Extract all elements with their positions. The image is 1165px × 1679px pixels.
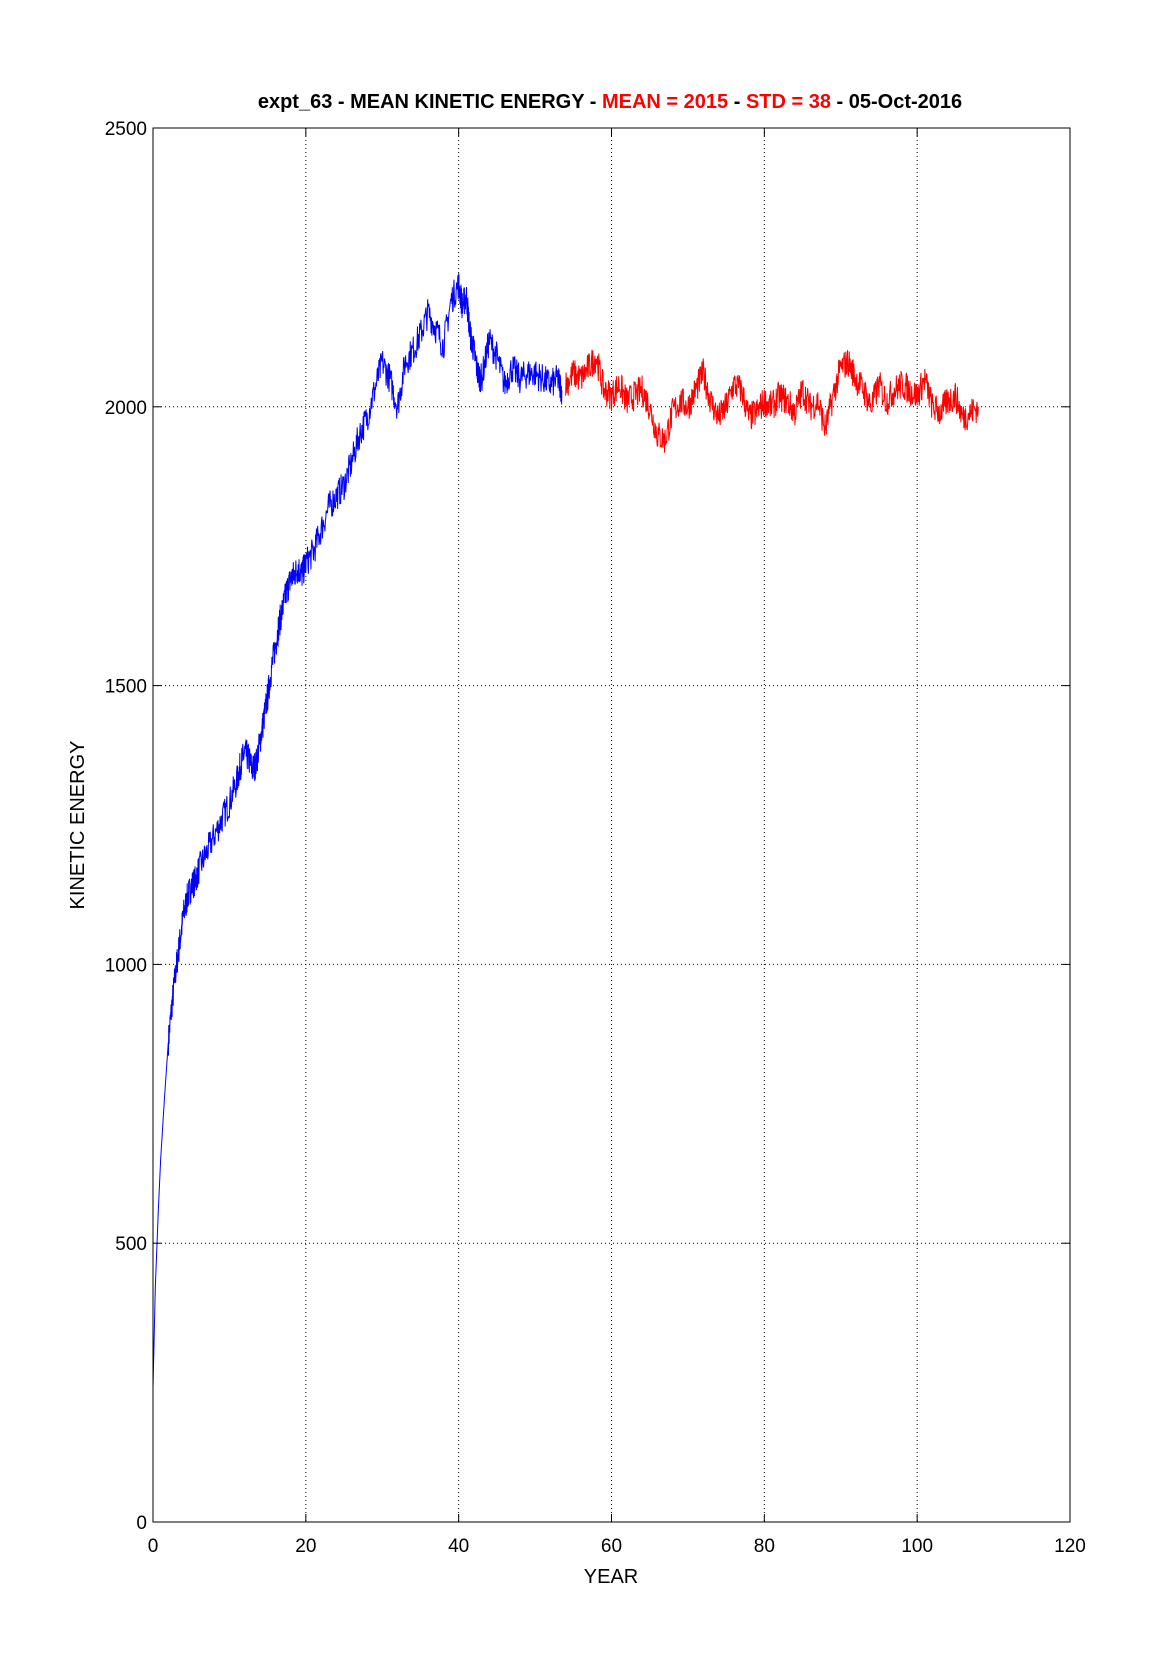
x-tick-label: 120: [1054, 1536, 1086, 1557]
x-tick-label: 80: [754, 1536, 775, 1557]
y-tick-label: 1000: [105, 955, 147, 976]
x-tick-label: 0: [148, 1536, 159, 1557]
x-tick-label: 60: [601, 1536, 622, 1557]
title-part-4: - 05-Oct-2016: [831, 91, 962, 113]
data-series: [152, 272, 979, 1389]
x-tick-label: 100: [901, 1536, 933, 1557]
title-part-1: MEAN = 2015: [602, 91, 728, 113]
title-part-3: STD = 38: [746, 91, 831, 113]
chart-title: expt_63 - MEAN KINETIC ENERGY - MEAN = 2…: [258, 91, 962, 113]
series-line-0: [152, 272, 563, 1389]
title-part-0: expt_63 - MEAN KINETIC ENERGY -: [258, 91, 602, 113]
y-tick-label: 1500: [105, 677, 147, 698]
y-tick-label: 0: [136, 1513, 147, 1534]
x-axis-label: YEAR: [584, 1566, 638, 1588]
y-tick-label: 2500: [105, 119, 147, 140]
x-tick-label: 20: [295, 1536, 316, 1557]
y-tick-label: 2000: [105, 398, 147, 419]
y-axis-label: KINETIC ENERGY: [67, 741, 89, 910]
title-part-2: -: [728, 91, 746, 113]
x-tick-label: 40: [448, 1536, 469, 1557]
y-tick-label: 500: [115, 1234, 147, 1255]
axis-ticks: 0 20 40 60 80 100 120 0 500 1000 1500 2000 2500: [105, 119, 1086, 1557]
grid-lines: [153, 128, 1070, 1522]
series-line-1: [565, 349, 979, 453]
